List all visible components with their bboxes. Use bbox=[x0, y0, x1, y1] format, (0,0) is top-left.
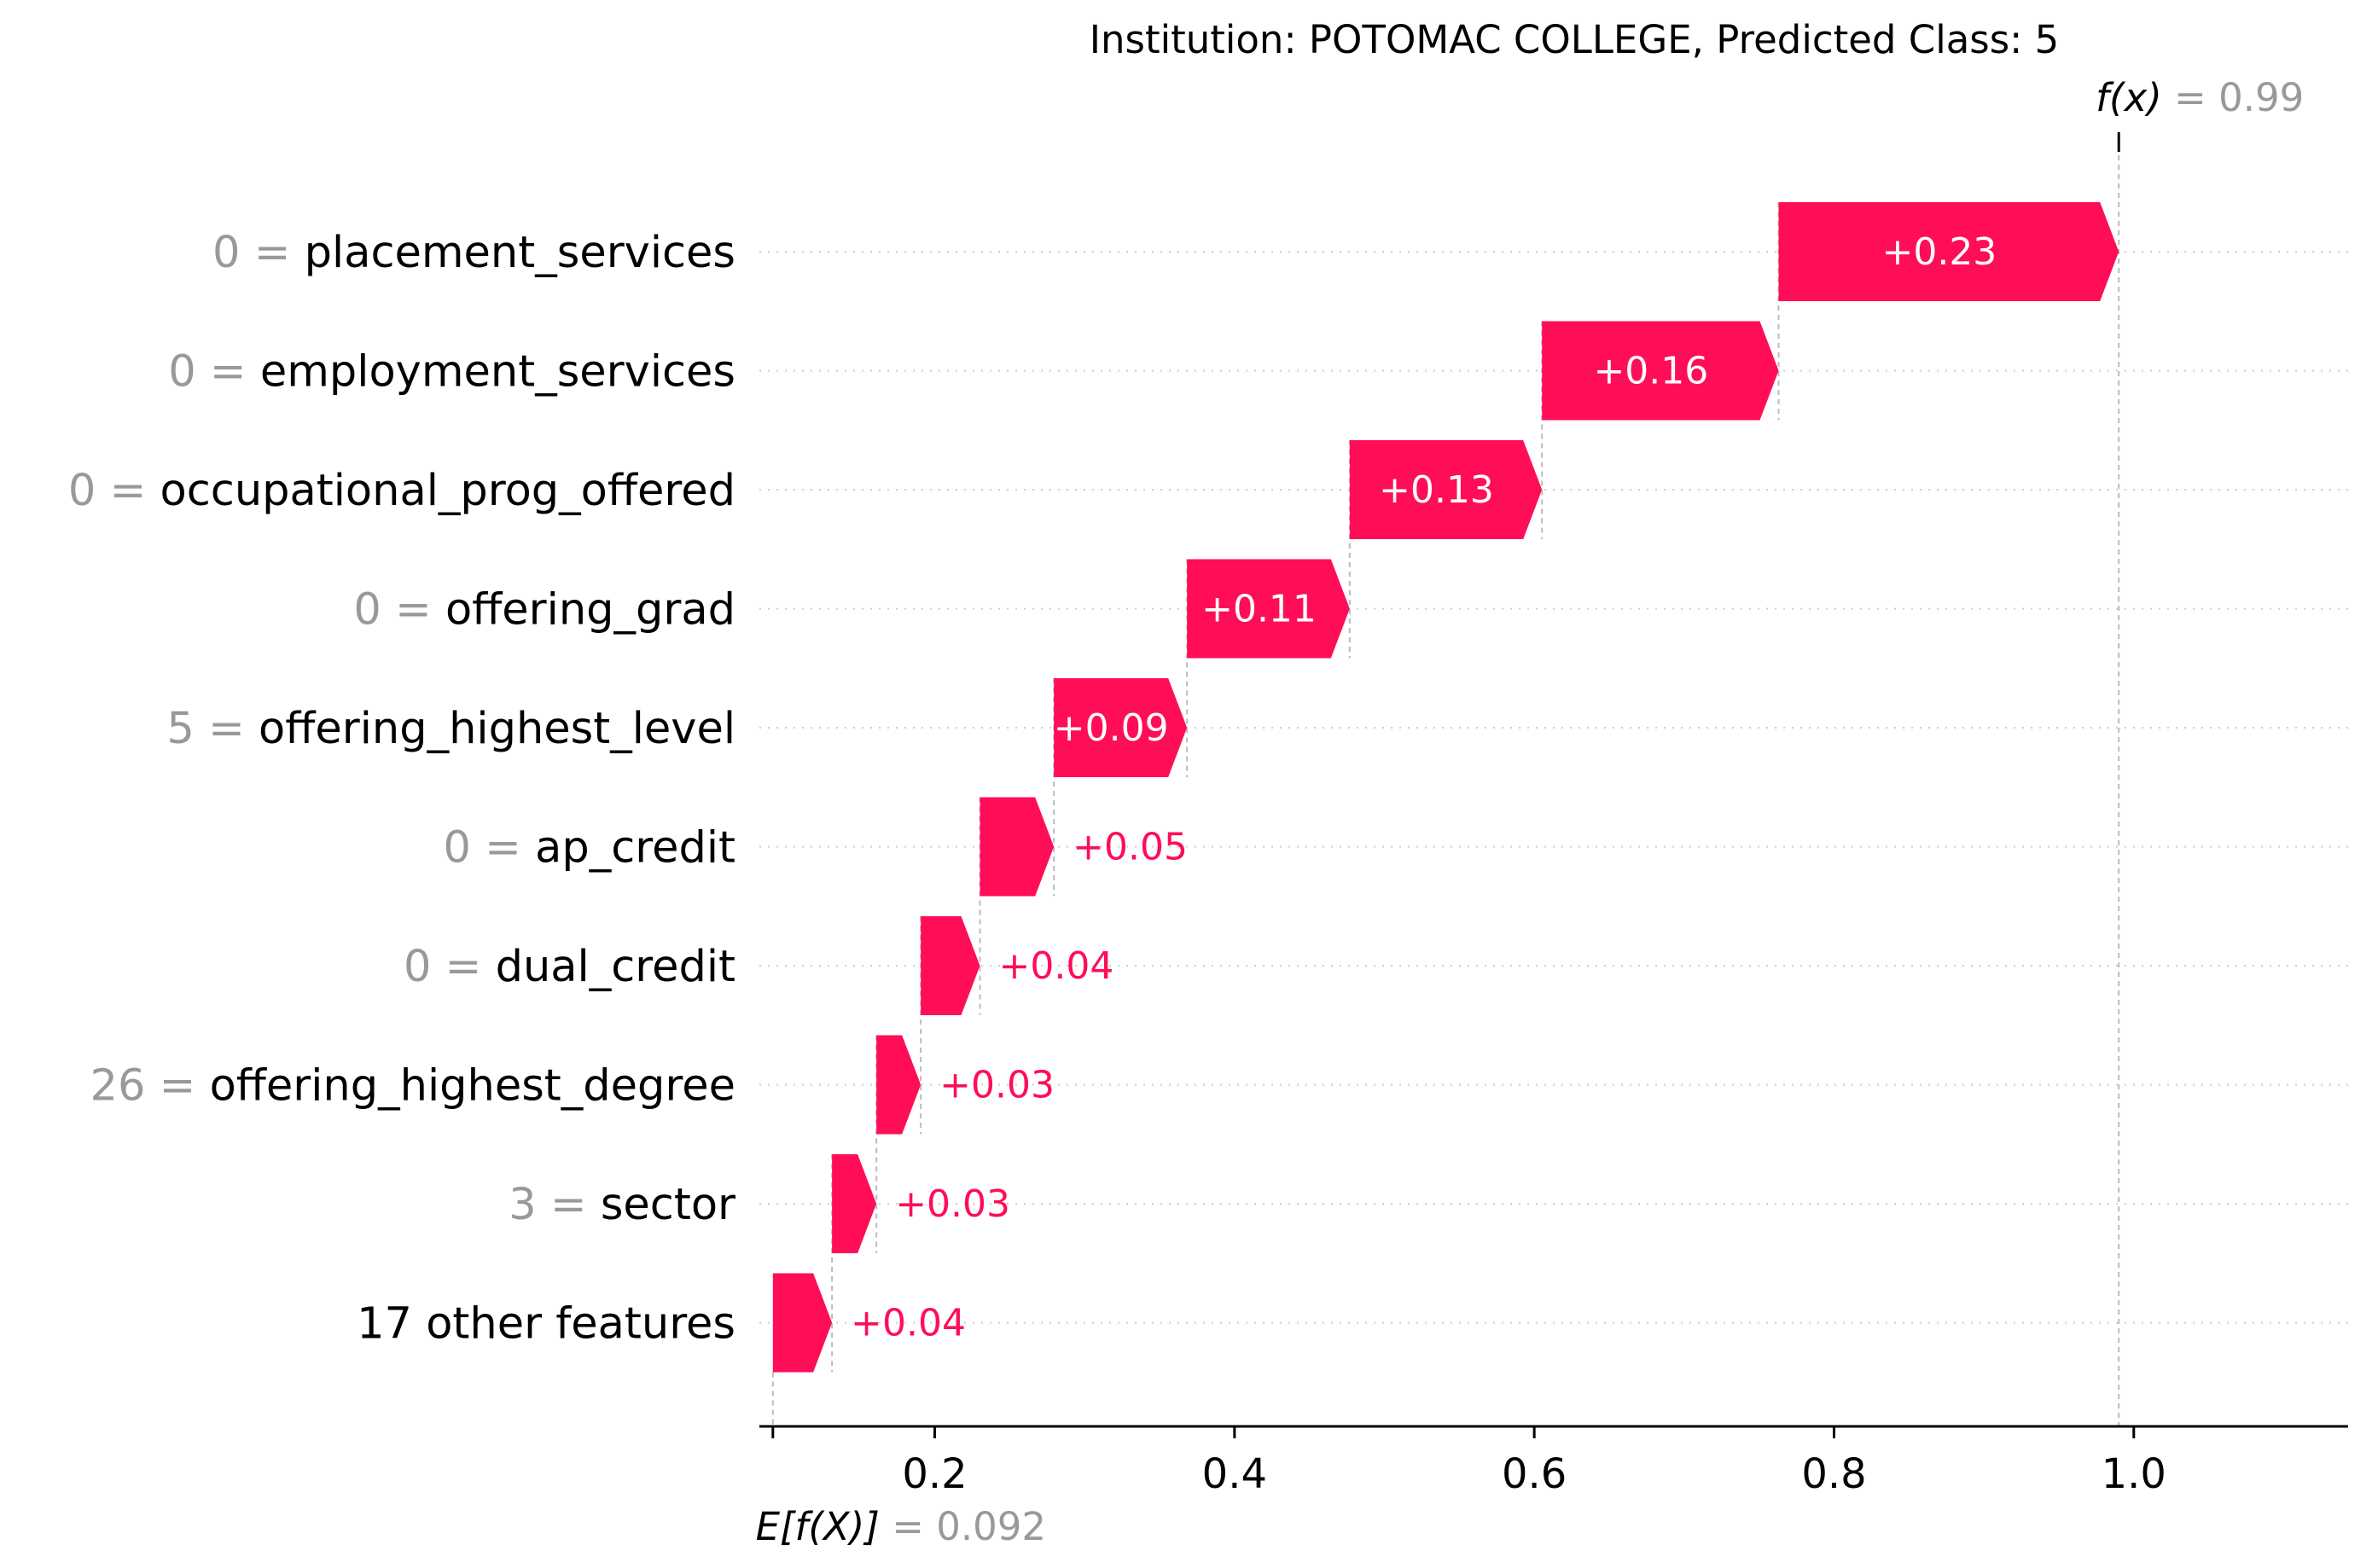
equals-sign: = bbox=[145, 1061, 209, 1112]
output-label-prefix: f(x) bbox=[2096, 75, 2162, 120]
feature-label: 26 = offering_highest_degree bbox=[90, 1061, 735, 1112]
feature-label: 0 = ap_credit bbox=[443, 823, 735, 874]
feature-name: placement_services bbox=[305, 228, 735, 278]
feature-value: 26 bbox=[90, 1061, 146, 1112]
feature-value: 3 bbox=[509, 1180, 536, 1230]
contribution-label: +0.04 bbox=[851, 1302, 966, 1345]
contribution-label: +0.05 bbox=[1073, 826, 1188, 869]
x-axis: 0.2 0.4 0.6 0.8 1.0 bbox=[759, 1425, 2348, 1498]
contribution-label: +0.23 bbox=[1881, 230, 1997, 274]
contribution-bar bbox=[832, 1154, 877, 1253]
feature-name: occupational_prog_offered bbox=[160, 466, 735, 516]
x-tick-label: 1.0 bbox=[2102, 1450, 2166, 1498]
contribution-bar bbox=[921, 916, 980, 1015]
contribution-bar bbox=[1542, 321, 1779, 421]
contribution-label: +0.09 bbox=[1054, 706, 1169, 750]
chart-title: Institution: POTOMAC COLLEGE, Predicted … bbox=[1090, 17, 2060, 62]
feature-name: offering_grad bbox=[445, 585, 735, 636]
contribution-label: +0.03 bbox=[939, 1064, 1055, 1107]
contribution-label: +0.03 bbox=[895, 1182, 1010, 1226]
output-value-label: f(x) = 0.99 bbox=[2096, 75, 2304, 120]
feature-label: 5 = offering_highest_level bbox=[166, 704, 735, 754]
equals-sign: = bbox=[96, 466, 160, 516]
contribution-label: +0.11 bbox=[1201, 588, 1317, 631]
feature-value: 0 bbox=[404, 942, 431, 992]
feature-label: 17 other features bbox=[357, 1299, 735, 1350]
feature-label: 3 = sector bbox=[509, 1180, 735, 1230]
feature-name: ap_credit bbox=[535, 823, 735, 874]
contribution-bar bbox=[980, 797, 1055, 897]
x-tick-label: 0.4 bbox=[1202, 1450, 1267, 1498]
connector-lines bbox=[771, 132, 2120, 1426]
equals-sign: = bbox=[431, 942, 495, 992]
feature-label: 0 = offering_grad bbox=[353, 585, 735, 636]
base-value-label: E[f(X)] = 0.092 bbox=[756, 1504, 1046, 1549]
feature-label: 0 = employment_services bbox=[168, 347, 735, 398]
contribution-bar bbox=[1054, 678, 1188, 777]
contribution-label: +0.13 bbox=[1379, 468, 1494, 512]
feature-name: dual_credit bbox=[496, 942, 735, 992]
output-value-text: f(x) = 0.99 bbox=[2096, 75, 2304, 120]
contribution-label: +0.04 bbox=[998, 944, 1113, 988]
contribution-bar bbox=[772, 1273, 833, 1373]
contribution-bar bbox=[1349, 440, 1543, 539]
contribution-bar bbox=[1778, 202, 2119, 301]
base-label-prefix: E[f(X)] bbox=[756, 1504, 880, 1549]
output-label-value: = 0.99 bbox=[2162, 75, 2305, 120]
feature-value: 5 bbox=[166, 704, 194, 754]
feature-value: 0 bbox=[168, 347, 195, 398]
x-tick-label: 0.8 bbox=[1801, 1450, 1866, 1498]
feature-value: 0 bbox=[212, 228, 240, 278]
contribution-bars: +0.23 +0.16 +0.13 +0.11 +0.09 +0.05 +0.04 +0.03… bbox=[772, 202, 2119, 1373]
feature-label: 0 = occupational_prog_offered bbox=[68, 466, 735, 516]
equals-sign: = bbox=[471, 823, 535, 874]
equals-sign: = bbox=[196, 347, 260, 398]
contribution-label: +0.16 bbox=[1593, 350, 1708, 393]
feature-value: 0 bbox=[68, 466, 96, 516]
contribution-bar bbox=[876, 1035, 921, 1135]
base-value-text: E[f(X)] = 0.092 bbox=[756, 1504, 1046, 1549]
feature-value: 0 bbox=[443, 823, 470, 874]
base-label-value: = 0.092 bbox=[880, 1504, 1046, 1549]
feature-label: 0 = dual_credit bbox=[404, 942, 735, 992]
contribution-bar bbox=[1187, 559, 1350, 659]
x-tick-label: 0.2 bbox=[902, 1450, 967, 1498]
feature-name: offering_highest_degree bbox=[210, 1061, 735, 1112]
feature-value: 0 bbox=[353, 585, 381, 636]
feature-name: 17 other features bbox=[357, 1299, 735, 1350]
equals-sign: = bbox=[381, 585, 445, 636]
feature-name: offering_highest_level bbox=[259, 704, 735, 754]
x-tick-label: 0.6 bbox=[1502, 1450, 1567, 1498]
feature-name: employment_services bbox=[260, 347, 735, 398]
feature-name: sector bbox=[601, 1180, 735, 1230]
equals-sign: = bbox=[537, 1180, 601, 1230]
equals-sign: = bbox=[241, 228, 305, 278]
feature-label: 0 = placement_services bbox=[212, 228, 735, 278]
equals-sign: = bbox=[195, 704, 259, 754]
